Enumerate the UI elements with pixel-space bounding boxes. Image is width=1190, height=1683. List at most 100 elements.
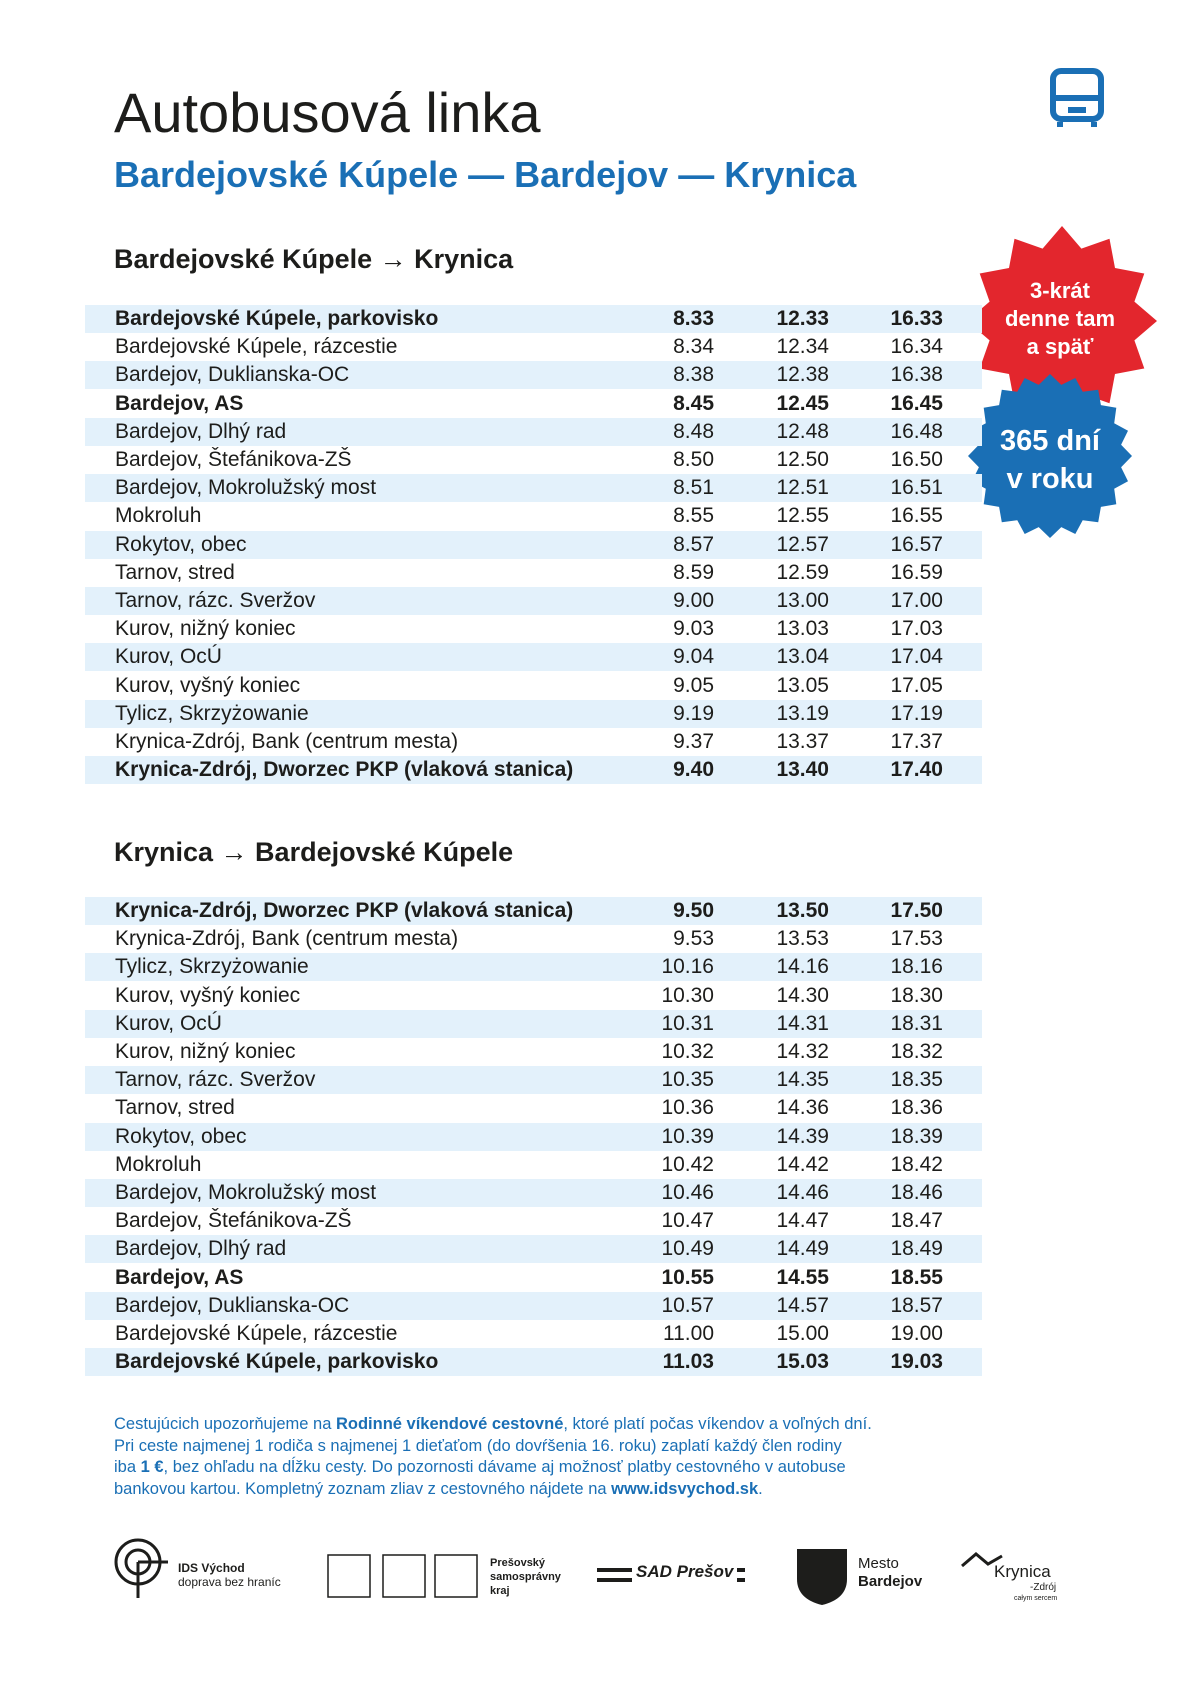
departure-time: 16.57 xyxy=(890,532,943,556)
stop-name: Bardejov, AS xyxy=(115,1265,244,1289)
timetable-row: Bardejovské Kúpele, parkovisko 8.33 12.33 1… xyxy=(85,305,982,333)
departure-time: 8.34 xyxy=(673,335,714,359)
stop-name: Bardejovské Kúpele, parkovisko xyxy=(115,1350,439,1374)
badge-line: v roku xyxy=(1006,463,1094,495)
departure-time: 19.00 xyxy=(890,1322,943,1345)
stop-name: Krynica-Zdrój, Bank (centrum mesta) xyxy=(115,730,459,753)
note-text: iba xyxy=(114,1458,141,1477)
departure-time: 14.46 xyxy=(776,1181,829,1204)
section-heading: Krynica → Bardejovské Kúpele xyxy=(114,837,514,867)
timetable-row: Bardejov, AS 8.45 12.45 16.45 xyxy=(85,390,982,418)
departure-time: 9.00 xyxy=(673,589,714,612)
departure-time: 10.36 xyxy=(661,1096,714,1120)
departure-time: 12.55 xyxy=(776,504,829,528)
timetable-row: Tarnov, stred 8.59 12.59 16.59 xyxy=(85,559,982,587)
timetable-row: Bardejov, Štefánikova-ZŠ 8.50 12.50 16.50 xyxy=(85,446,982,474)
departure-time: 10.57 xyxy=(661,1293,714,1317)
title: Autobusová linka xyxy=(114,81,541,144)
stop-name: Bardejov, Dlhý rad xyxy=(115,419,287,443)
departure-time: 14.16 xyxy=(776,955,829,979)
note-text: bankovou kartou. Kompletný zoznam zliav … xyxy=(114,1479,612,1498)
departure-time: 18.49 xyxy=(890,1237,943,1261)
stop-name: Bardejov, Štefánikova-ZŠ xyxy=(115,1209,352,1233)
departure-time: 16.33 xyxy=(890,307,943,330)
departure-time: 10.30 xyxy=(661,983,714,1007)
departure-time: 13.19 xyxy=(776,701,829,725)
bardejov-line: Mesto xyxy=(858,1555,899,1572)
note-line: Pri ceste najmenej 1 rodiča s najmenej 1… xyxy=(114,1436,872,1458)
krynica-text: Krynica xyxy=(994,1562,1051,1581)
badge-line: a späť xyxy=(1026,334,1094,359)
ids-logo xyxy=(114,1538,168,1598)
timetable-row: Tarnov, rázc. Sveržov 9.00 13.00 17.00 xyxy=(85,587,982,615)
timetable-row: Tarnov, stred 10.36 14.36 18.36 xyxy=(85,1094,982,1122)
departure-time: 17.40 xyxy=(890,758,943,782)
stop-name: Bardejov, Mokrolužský most xyxy=(115,1181,377,1204)
timetable-row: Krynica-Zdrój, Dworzec PKP (vlaková stan… xyxy=(85,756,982,785)
departure-time: 13.05 xyxy=(776,673,829,697)
departure-time: 14.31 xyxy=(776,1011,829,1035)
timetable-row: Rokytov, obec 10.39 14.39 18.39 xyxy=(85,1122,982,1151)
departure-time: 9.19 xyxy=(673,701,714,725)
ids-tagline: doprava bez hraníc xyxy=(178,1575,281,1589)
departure-time: 8.33 xyxy=(673,307,714,330)
departure-time: 17.53 xyxy=(890,927,943,951)
departure-time: 13.37 xyxy=(776,730,829,753)
departure-time: 18.30 xyxy=(890,983,943,1007)
departure-time: 16.48 xyxy=(890,419,943,443)
departure-time: 11.03 xyxy=(662,1350,714,1374)
note: Cestujúcich upozorňujeme na Rodinné víke… xyxy=(114,1414,872,1500)
stop-name: Bardejov, Dlhý rad xyxy=(115,1237,287,1261)
departure-time: 15.03 xyxy=(776,1350,829,1374)
badge-line: 365 dní xyxy=(1000,425,1100,457)
timetable-row: Bardejovské Kúpele, parkovisko 11.03 15.03… xyxy=(85,1348,982,1377)
badge-line: 3-krát xyxy=(1030,278,1090,303)
stop-name: Kurov, nižný koniec xyxy=(115,1040,296,1063)
note-line: Cestujúcich upozorňujeme na Rodinné víke… xyxy=(114,1414,872,1436)
timetable-row: Bardejov, AS 10.55 14.55 18.55 xyxy=(85,1264,982,1292)
stop-name: Kurov, vyšný koniec xyxy=(115,673,301,697)
timetable-row: Bardejovské Kúpele, rázcestie 11.00 15.00 1… xyxy=(85,1320,982,1348)
departure-time: 14.30 xyxy=(776,983,829,1007)
timetable-row: Mokroluh 10.42 14.42 18.42 xyxy=(85,1151,982,1179)
departure-time: 14.57 xyxy=(776,1293,829,1317)
stop-name: Kurov, OcÚ xyxy=(115,645,222,669)
departure-time: 14.35 xyxy=(776,1068,829,1092)
departure-time: 17.50 xyxy=(890,899,943,922)
departure-time: 13.04 xyxy=(776,645,829,669)
stop-name: Bardejov, Duklianska-OC xyxy=(115,363,350,387)
stop-name: Bardejovské Kúpele, parkovisko xyxy=(115,307,439,330)
note-text: Rodinné víkendové cestovné xyxy=(335,1415,564,1433)
stop-name: Tarnov, rázc. Sveržov xyxy=(115,1068,316,1092)
timetable-row: Bardejov, Mokrolužský most 10.46 14.46 18.4… xyxy=(85,1179,982,1207)
departure-time: 16.51 xyxy=(890,476,943,500)
departure-time: 18.47 xyxy=(890,1209,943,1233)
timetable-row: Bardejov, Mokrolužský most 8.51 12.51 16.51 xyxy=(85,474,982,503)
ids-name: IDS Východ xyxy=(178,1561,245,1575)
stop-name: Bardejovské Kúpele, rázcestie xyxy=(115,335,398,359)
stop-name: Krynica-Zdrój, Bank (centrum mesta) xyxy=(115,927,459,951)
departure-time: 8.55 xyxy=(673,504,714,528)
psk-line: Prešovský xyxy=(490,1557,546,1569)
section-heading: Bardejovské Kúpele → Krynica xyxy=(114,244,514,274)
stop-name: Mokroluh xyxy=(115,504,202,528)
departure-time: 10.35 xyxy=(661,1068,714,1092)
psk-text: Prešovský samosprávny kraj xyxy=(490,1556,561,1598)
departure-time: 13.40 xyxy=(776,758,829,782)
departure-time: 9.03 xyxy=(673,617,714,641)
departure-time: 14.49 xyxy=(776,1237,829,1261)
timetable-row: Bardejov, Dlhý rad 10.49 14.49 18.49 xyxy=(85,1235,982,1264)
psk-line: samosprávny xyxy=(490,1571,561,1583)
timetable-row: Bardejov, Dlhý rad 8.48 12.48 16.48 xyxy=(85,417,982,446)
departure-time: 17.00 xyxy=(890,589,943,612)
departure-time: 12.50 xyxy=(776,448,829,471)
note-text: . xyxy=(758,1479,763,1498)
departure-time: 18.32 xyxy=(890,1040,943,1063)
departure-time: 8.51 xyxy=(673,476,714,500)
departure-time: 10.16 xyxy=(661,955,714,979)
departure-time: 15.00 xyxy=(776,1322,829,1345)
krynica-sub: -Zdrój xyxy=(1030,1582,1057,1593)
blue-badge xyxy=(968,374,1132,538)
timetable-row: Krynica-Zdrój, Bank (centrum mesta) 9.37 1… xyxy=(85,728,982,756)
